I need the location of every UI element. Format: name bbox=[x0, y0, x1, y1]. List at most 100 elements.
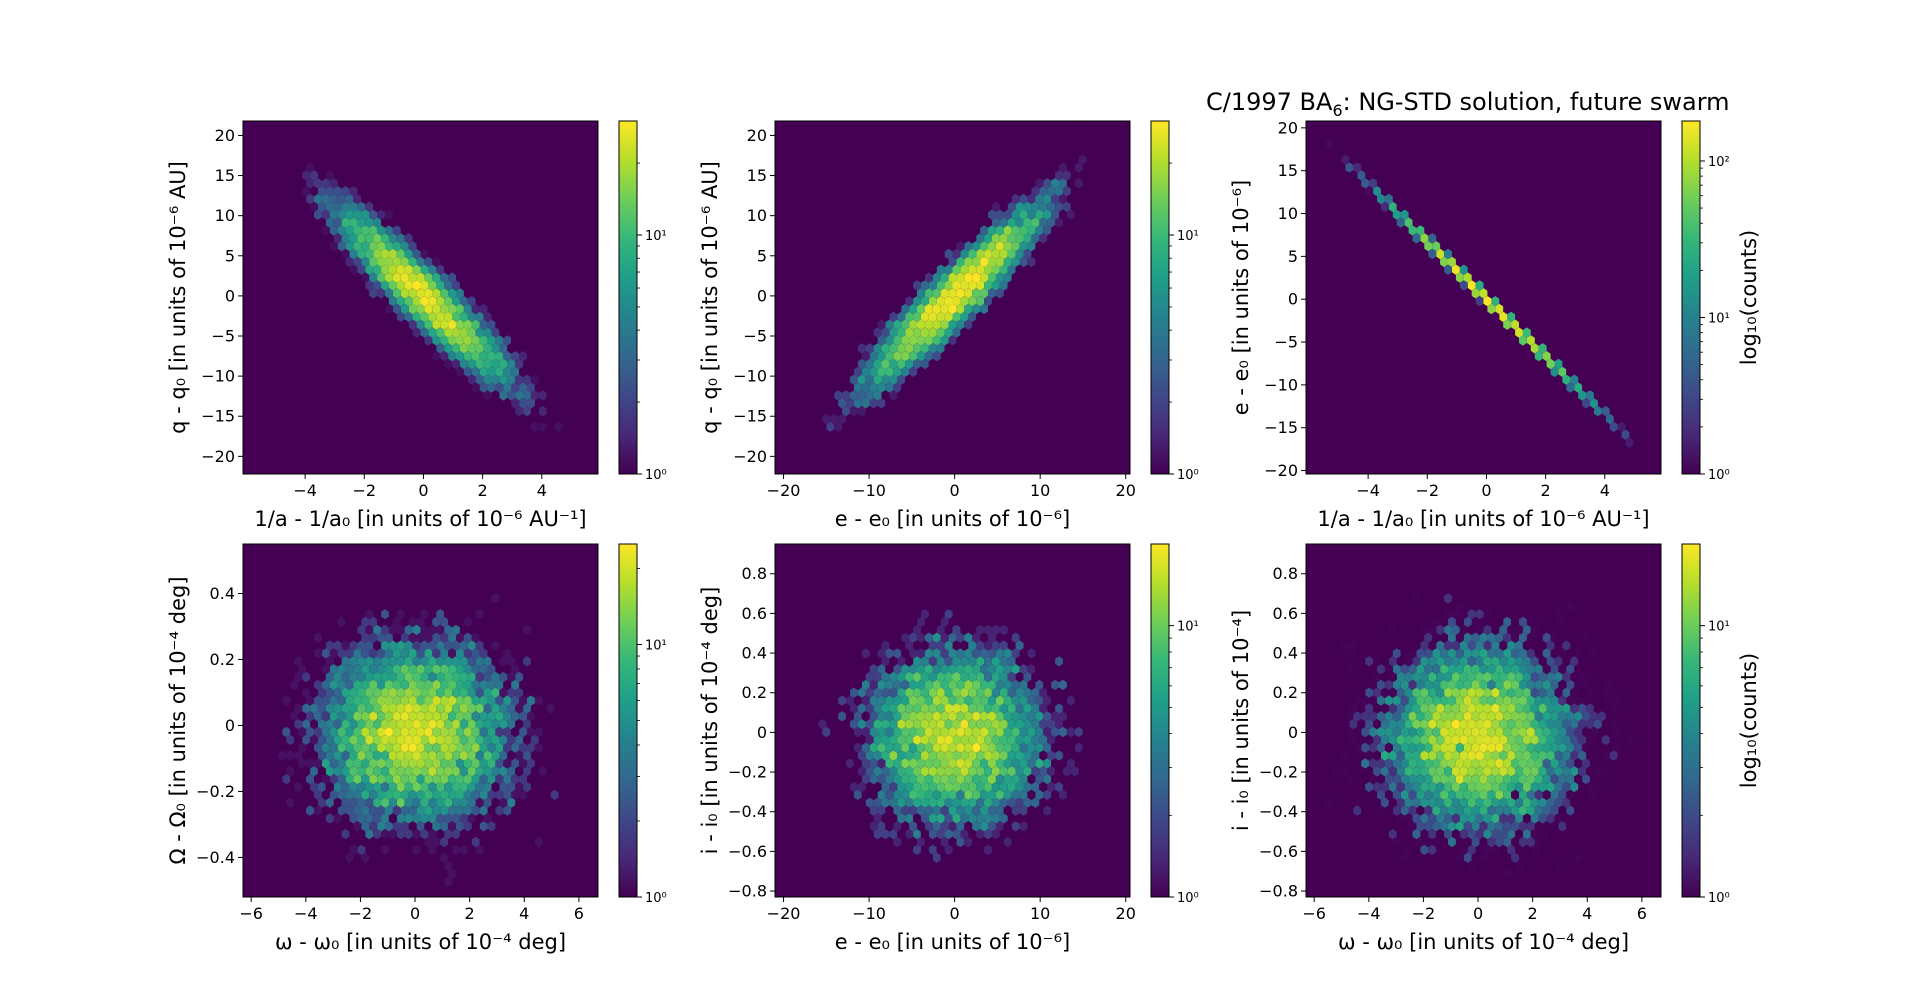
hex-bin bbox=[1554, 624, 1563, 636]
hex-bin bbox=[463, 616, 472, 628]
hex-bin bbox=[353, 774, 362, 785]
hex-bin bbox=[321, 664, 330, 675]
hex-bin bbox=[1503, 821, 1512, 832]
hex-bin bbox=[853, 726, 862, 738]
hex-bin bbox=[317, 233, 326, 244]
hex-bin bbox=[345, 256, 354, 268]
hex-bin bbox=[1515, 671, 1523, 683]
hex-bin bbox=[1455, 758, 1464, 769]
hex-bin bbox=[834, 687, 843, 698]
hex-bin bbox=[511, 664, 520, 675]
hex-bin bbox=[1440, 774, 1448, 785]
hex-bin bbox=[483, 766, 492, 777]
hex-bin bbox=[1361, 774, 1370, 785]
hex-bin bbox=[999, 609, 1008, 620]
hex-bin bbox=[1039, 201, 1048, 213]
hex-bin bbox=[1031, 186, 1040, 197]
hex-bin bbox=[388, 797, 397, 808]
hex-bin bbox=[321, 868, 330, 879]
hex-bin bbox=[893, 616, 902, 628]
hex-bin bbox=[842, 656, 850, 667]
hex-bin bbox=[404, 876, 413, 887]
hex-bin bbox=[519, 726, 527, 738]
hex-bin bbox=[1629, 805, 1638, 816]
hex-bin bbox=[1404, 719, 1413, 730]
hex-bin bbox=[924, 601, 933, 612]
hex-bin bbox=[901, 789, 910, 800]
hex-bin bbox=[400, 632, 409, 643]
hex-bin bbox=[1074, 648, 1083, 659]
hex-bin bbox=[436, 719, 445, 730]
hex-bin bbox=[341, 703, 350, 714]
hex-bin bbox=[1471, 742, 1480, 753]
hex-bin bbox=[885, 742, 894, 753]
hex-bin bbox=[1408, 758, 1417, 769]
hex-bin bbox=[842, 374, 850, 385]
hex-bin bbox=[385, 585, 393, 596]
hex-bin bbox=[1377, 679, 1385, 691]
hex-bin bbox=[333, 781, 342, 793]
hex-bin bbox=[917, 664, 925, 675]
hex-bin bbox=[290, 146, 299, 158]
hex-bin bbox=[877, 726, 886, 738]
hex-bin bbox=[341, 734, 350, 745]
hex-bin bbox=[893, 351, 902, 362]
hex-bin bbox=[952, 813, 961, 824]
hex-bin bbox=[1467, 766, 1476, 777]
hex-bin bbox=[365, 671, 374, 683]
hex-bin bbox=[333, 719, 342, 730]
hex-bin bbox=[968, 248, 977, 260]
hex-bin bbox=[1515, 797, 1523, 808]
hex-bin bbox=[503, 335, 512, 346]
hex-bin bbox=[448, 836, 456, 848]
hex-bin bbox=[341, 671, 350, 683]
colorbar-gradient bbox=[618, 543, 638, 898]
hex-bin bbox=[325, 813, 334, 824]
hex-bin bbox=[814, 445, 823, 456]
hex-bin bbox=[956, 303, 965, 315]
hex-bin bbox=[980, 648, 988, 659]
hex-bin bbox=[869, 711, 878, 722]
hex-bin bbox=[1511, 821, 1519, 832]
hex-bin bbox=[424, 836, 433, 848]
hex-bin bbox=[1495, 726, 1504, 738]
hex-bin bbox=[475, 640, 484, 651]
hex-bin bbox=[999, 781, 1008, 793]
hex-bin bbox=[459, 358, 468, 370]
hex-bin bbox=[1011, 711, 1020, 722]
hex-bin bbox=[400, 695, 409, 706]
hex-bin bbox=[345, 836, 354, 848]
hex-bin bbox=[988, 758, 996, 769]
hex-bin bbox=[302, 154, 311, 165]
hex-bin bbox=[314, 648, 322, 659]
hex-bin bbox=[999, 280, 1008, 291]
hex-bin bbox=[936, 609, 945, 620]
hex-bin bbox=[960, 671, 969, 683]
hex-bin bbox=[948, 805, 957, 816]
hex-bin bbox=[392, 303, 401, 315]
hex-bin bbox=[373, 734, 382, 745]
hex-bin bbox=[444, 264, 453, 275]
hex-bin bbox=[448, 868, 456, 879]
colorbar-tick-label: 10¹ bbox=[1177, 620, 1199, 635]
hex-bin bbox=[1503, 774, 1512, 785]
hex-bin bbox=[333, 624, 342, 636]
hex-bin bbox=[1487, 836, 1496, 848]
hex-bin bbox=[1066, 789, 1075, 800]
y-tick-label: 5 bbox=[1288, 247, 1298, 266]
hex-bin bbox=[1051, 209, 1059, 220]
hex-bin bbox=[1051, 616, 1059, 628]
hex-bin bbox=[495, 774, 504, 785]
hex-bin bbox=[408, 789, 417, 800]
hex-bin bbox=[893, 726, 902, 738]
hex-bin bbox=[1574, 695, 1583, 706]
hex-bin bbox=[1507, 640, 1516, 651]
hex-bin bbox=[1074, 162, 1083, 173]
hex-bin bbox=[424, 632, 433, 643]
hex-bin bbox=[952, 844, 961, 855]
hex-bin bbox=[420, 703, 429, 714]
hex-bin bbox=[1511, 726, 1519, 738]
hex-bin bbox=[838, 774, 846, 785]
hex-bin bbox=[491, 311, 500, 322]
hex-bin bbox=[952, 327, 961, 338]
